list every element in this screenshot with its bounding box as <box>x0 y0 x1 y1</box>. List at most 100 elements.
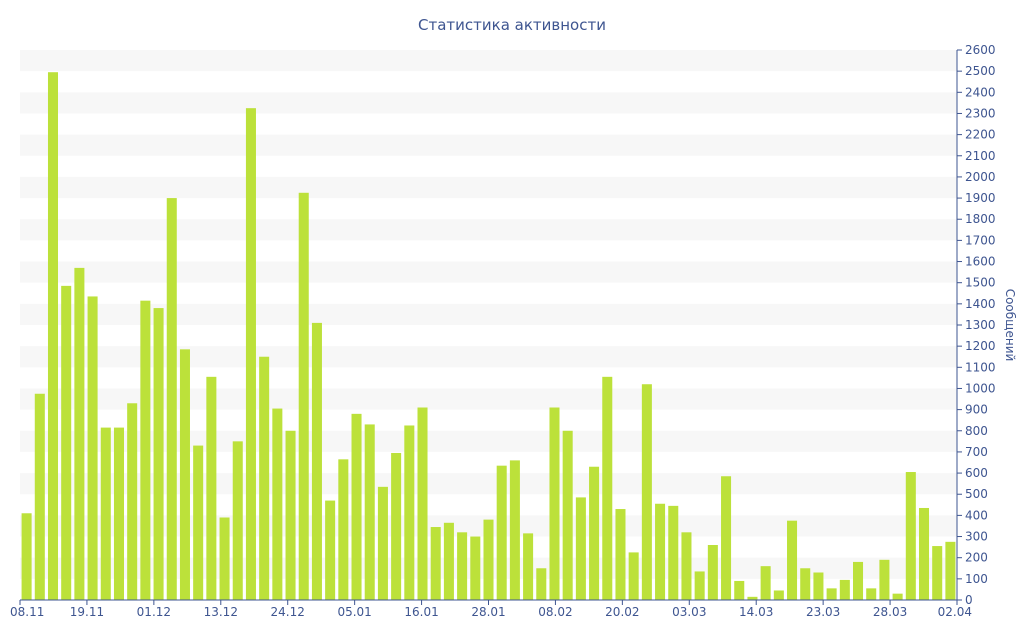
y-tick-label: 2200 <box>965 128 996 142</box>
bar <box>589 466 600 600</box>
y-tick-label: 900 <box>965 403 988 417</box>
grid-band <box>20 219 957 241</box>
bar <box>325 500 336 600</box>
bar <box>496 465 507 600</box>
bar <box>285 430 296 600</box>
x-tick-label: 19.11 <box>70 605 104 619</box>
y-tick-label: 1900 <box>965 191 996 205</box>
y-tick-label: 600 <box>965 466 988 480</box>
bar <box>826 588 837 600</box>
bar <box>866 588 877 600</box>
bar <box>47 72 59 600</box>
y-tick-label: 1600 <box>965 255 996 269</box>
y-tick-label: 2500 <box>965 64 996 78</box>
bar <box>470 536 481 600</box>
bar <box>153 308 164 600</box>
bar <box>575 497 586 600</box>
y-tick-label: 1500 <box>965 276 996 290</box>
bar <box>853 561 864 600</box>
grid-band <box>20 92 957 114</box>
y-tick-label: 1700 <box>965 233 996 247</box>
bar <box>523 533 534 600</box>
bar <box>430 527 441 600</box>
bar <box>628 552 639 600</box>
x-axis: 08.11 19.11 01.12 13.12 24.12 05.01 16.01 28.01… <box>10 599 972 619</box>
bar <box>113 427 124 600</box>
bar <box>338 459 349 600</box>
bar <box>615 509 626 600</box>
bar <box>509 460 520 600</box>
bar <box>773 590 784 600</box>
bar <box>364 424 375 600</box>
bar <box>100 427 111 600</box>
bar <box>721 476 732 600</box>
x-tick-label: 20.02 <box>605 605 639 619</box>
x-tick-label: 13.12 <box>204 605 238 619</box>
bar <box>707 545 718 600</box>
x-tick-label: 02.04 <box>938 605 972 619</box>
grid-band <box>20 134 957 156</box>
bar <box>298 192 309 601</box>
bar <box>787 520 798 600</box>
x-tick-label: 16.01 <box>404 605 438 619</box>
bar <box>21 513 32 600</box>
y-tick-label: 2000 <box>965 170 996 184</box>
bar <box>127 403 138 600</box>
bar <box>87 296 98 600</box>
y-tick-label: 2100 <box>965 149 996 163</box>
y-tick-label: 1400 <box>965 297 996 311</box>
bar <box>61 285 72 600</box>
x-tick-label: 01.12 <box>137 605 171 619</box>
bar <box>483 519 494 600</box>
y-tick-label: 500 <box>965 487 988 501</box>
x-tick-label: 24.12 <box>271 605 305 619</box>
bar <box>839 579 850 600</box>
y-tick-label: 1200 <box>965 339 996 353</box>
x-tick-label: 28.01 <box>471 605 505 619</box>
bar <box>443 522 454 600</box>
x-tick-label: 03.03 <box>672 605 706 619</box>
bar <box>245 108 256 600</box>
bar <box>377 486 388 600</box>
y-axis-label: Сообщений <box>1003 289 1017 362</box>
bar <box>179 349 190 600</box>
bar <box>404 425 415 600</box>
y-tick-label: 400 <box>965 508 988 522</box>
y-tick-label: 200 <box>965 551 988 565</box>
bar <box>945 541 956 600</box>
x-tick-label: 23.03 <box>806 605 840 619</box>
bar <box>694 571 705 600</box>
y-tick-label: 1800 <box>965 212 996 226</box>
bar <box>232 441 243 600</box>
y-tick-label: 0 <box>965 593 973 607</box>
x-tick-label: 05.01 <box>337 605 371 619</box>
y-tick-label: 1100 <box>965 360 996 374</box>
bar <box>457 532 468 600</box>
grid-band <box>20 261 957 283</box>
y-tick-label: 2600 <box>965 43 996 57</box>
y-tick-label: 1000 <box>965 381 996 395</box>
bar <box>932 546 943 600</box>
bars <box>21 72 956 601</box>
bar <box>734 580 745 600</box>
x-tick-label: 08.02 <box>538 605 572 619</box>
bar <box>311 322 322 600</box>
bar <box>259 356 270 600</box>
y-tick-label: 800 <box>965 424 988 438</box>
bar <box>813 572 824 600</box>
y-tick-label: 1300 <box>965 318 996 332</box>
bar <box>602 376 613 600</box>
bar <box>760 566 771 600</box>
bar <box>562 430 573 600</box>
y-tick-label: 2400 <box>965 85 996 99</box>
y-axis: 0 100 200 300 400 500 600 700 800 900 1000 1100 1200… <box>956 43 996 607</box>
y-tick-label: 2300 <box>965 106 996 120</box>
bar <box>140 300 151 600</box>
bar <box>668 505 679 600</box>
bar <box>747 596 758 600</box>
grid-band <box>20 50 957 72</box>
y-tick-label: 100 <box>965 572 988 586</box>
bar <box>417 407 428 600</box>
bar <box>549 407 560 600</box>
bar <box>918 507 930 600</box>
